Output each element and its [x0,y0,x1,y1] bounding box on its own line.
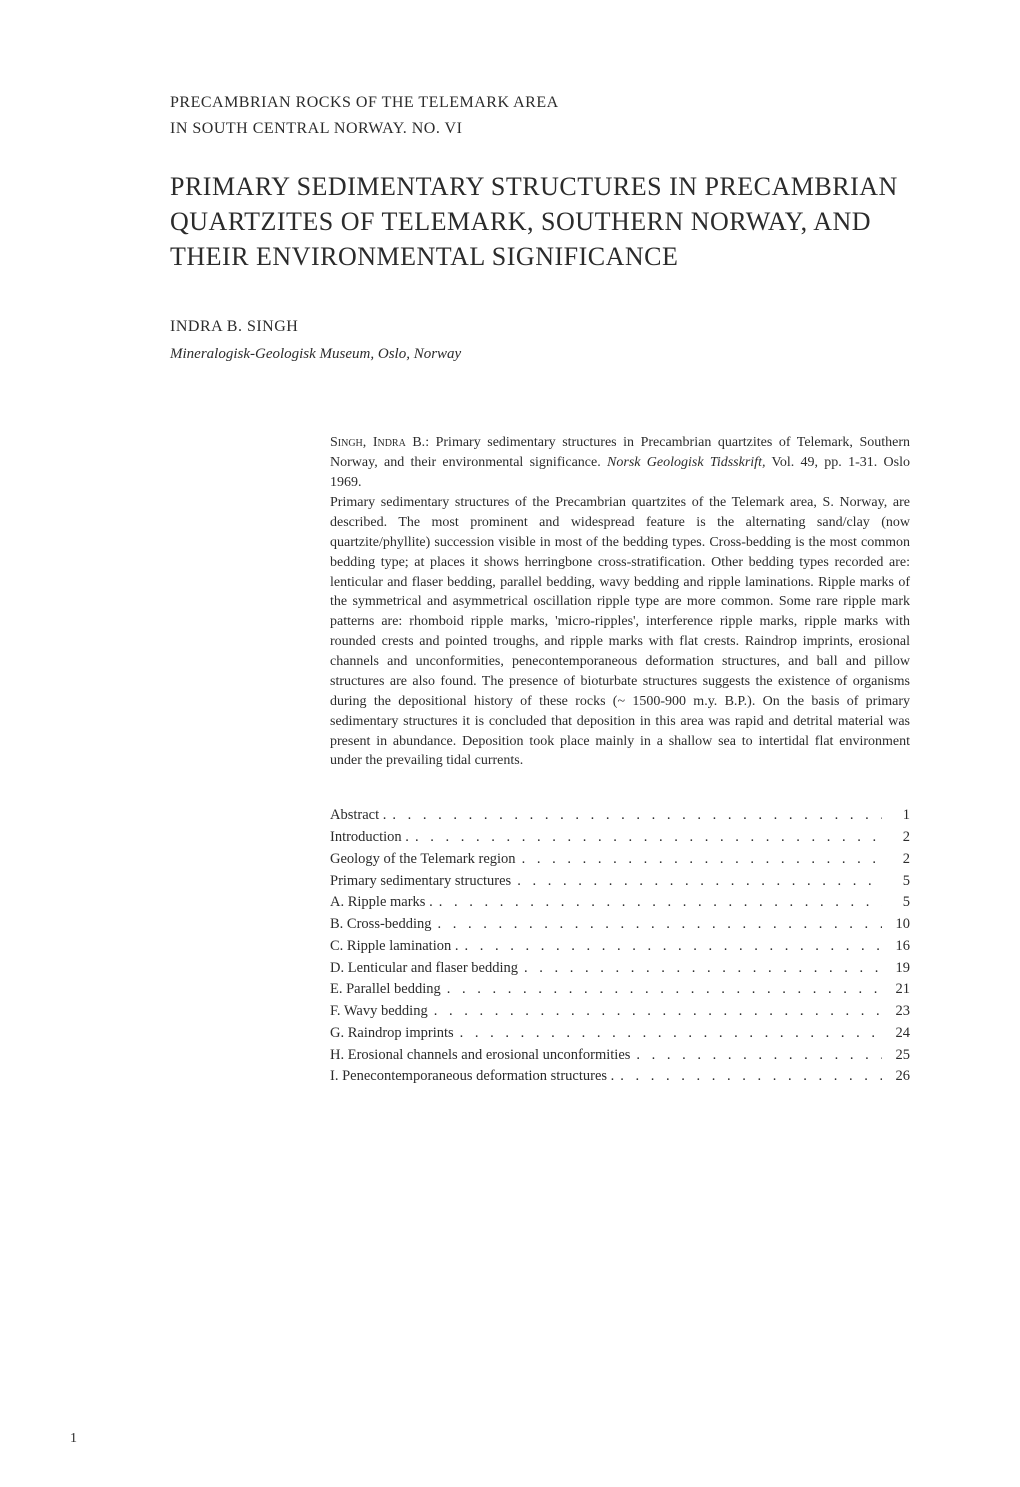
toc-dots: . . . . . . . . . . . . . . . . . . . . … [432,914,883,936]
toc-page: 23 [882,1001,910,1023]
page: PRECAMBRIAN ROCKS OF THE TELEMARK AREA I… [0,0,1020,1487]
author-name: INDRA B. SINGH [170,318,910,336]
toc-row: A. Ripple marks . . . . . . . . . . . . … [330,892,910,914]
author-affiliation: Mineralogisk-Geologisk Museum, Oslo, Nor… [170,346,910,363]
toc-dots: . . . . . . . . . . . . . . . . . . . . … [433,892,882,914]
toc-dots: . . . . . . . . . . . . . . . . . . . . … [516,849,882,871]
toc-label: E. Parallel bedding [330,979,441,1001]
toc-row: Introduction . . . . . . . . . . . . . .… [330,827,910,849]
toc-row: E. Parallel bedding . . . . . . . . . . … [330,979,910,1001]
toc-dots: . . . . . . . . . . . . . . . . . . . . … [614,1066,882,1088]
toc-row: Geology of the Telemark region . . . . .… [330,849,910,871]
series-title-line2: IN SOUTH CENTRAL NORWAY. NO. VI [170,116,910,142]
article-title: PRIMARY SEDIMENTARY STRUCTURES IN PRECAM… [170,169,910,274]
toc-page: 1 [882,805,910,827]
toc-dots: . . . . . . . . . . . . . . . . . . . . … [518,958,882,980]
toc-page: 10 [882,914,910,936]
toc-dots: . . . . . . . . . . . . . . . . . . . . … [511,871,882,893]
toc-page: 26 [882,1066,910,1088]
toc-row: Abstract . . . . . . . . . . . . . . . .… [330,805,910,827]
toc-label: D. Lenticular and flaser bedding [330,958,518,980]
toc-page: 21 [882,979,910,1001]
toc-row: B. Cross-bedding . . . . . . . . . . . .… [330,914,910,936]
toc-dots: . . . . . . . . . . . . . . . . . . . . … [386,805,882,827]
toc-page: 5 [882,892,910,914]
toc-row: G. Raindrop imprints . . . . . . . . . .… [330,1023,910,1045]
toc-row: I. Penecontemporaneous deformation struc… [330,1066,910,1088]
abstract-journal: Norsk Geologisk Tidsskrift, [607,455,765,470]
toc-label: C. Ripple lamination . [330,936,458,958]
toc-label: F. Wavy bedding [330,1001,428,1023]
toc-page: 25 [882,1045,910,1067]
toc-page: 2 [882,849,910,871]
toc-dots: . . . . . . . . . . . . . . . . . . . . … [441,979,882,1001]
toc-dots: . . . . . . . . . . . . . . . . . . . . … [454,1023,882,1045]
series-title: PRECAMBRIAN ROCKS OF THE TELEMARK AREA I… [170,90,910,141]
series-title-line1: PRECAMBRIAN ROCKS OF THE TELEMARK AREA [170,90,910,116]
toc-label: G. Raindrop imprints [330,1023,454,1045]
toc-page: 19 [882,958,910,980]
toc-label: A. Ripple marks . [330,892,433,914]
abstract-author-sc: Singh, Indra B. [330,435,425,450]
abstract-block: Singh, Indra B.: Primary sedimentary str… [330,433,910,771]
toc-label: H. Erosional channels and erosional unco… [330,1045,630,1067]
toc-label: Primary sedimentary structures [330,871,511,893]
toc-dots: . . . . . . . . . . . . . . . . . . . . … [630,1045,882,1067]
toc-page: 2 [882,827,910,849]
toc-page: 16 [882,936,910,958]
toc-page: 5 [882,871,910,893]
toc-dots: . . . . . . . . . . . . . . . . . . . . … [428,1001,882,1023]
toc-row: C. Ripple lamination . . . . . . . . . .… [330,936,910,958]
toc-label: I. Penecontemporaneous deformation struc… [330,1066,614,1088]
toc-label: B. Cross-bedding [330,914,432,936]
toc-row: D. Lenticular and flaser bedding . . . .… [330,958,910,980]
toc-row: F. Wavy bedding . . . . . . . . . . . . … [330,1001,910,1023]
toc-dots: . . . . . . . . . . . . . . . . . . . . … [458,936,882,958]
page-number: 1 [70,1431,77,1447]
toc-dots: . . . . . . . . . . . . . . . . . . . . … [409,827,882,849]
toc-row: Primary sedimentary structures . . . . .… [330,871,910,893]
toc-row: H. Erosional channels and erosional unco… [330,1045,910,1067]
toc-label: Geology of the Telemark region [330,849,516,871]
table-of-contents: Abstract . . . . . . . . . . . . . . . .… [330,805,910,1088]
toc-page: 24 [882,1023,910,1045]
abstract-body: Primary sedimentary structures of the Pr… [330,495,910,768]
toc-label: Abstract . [330,805,386,827]
toc-label: Introduction . [330,827,409,849]
